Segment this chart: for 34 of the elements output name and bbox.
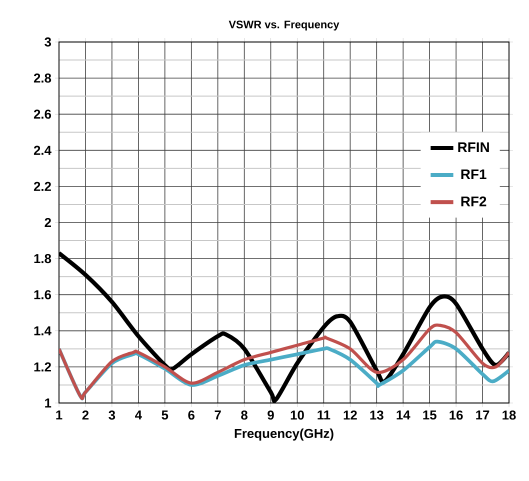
x-tick-label: 5 [162,410,168,420]
y-tick-label: 2.8 [34,74,52,83]
x-tick-label: 16 [450,410,463,420]
x-tick-label: 10 [290,410,304,420]
y-tick-label: 2.2 [34,182,51,191]
x-tick-label: 2 [82,410,89,420]
y-tick-label: 2.4 [34,146,52,155]
legend-label: RFIN [458,142,489,152]
y-tick-label: 2.6 [34,110,52,119]
x-tick-label: 8 [241,410,248,420]
y-tick-label: 1.4 [34,326,52,336]
x-tick-label: 7 [214,410,221,420]
y-tick-label: 1.2 [34,362,51,372]
x-tick-label: 3 [108,410,116,420]
y-tick-label: 1.6 [34,290,52,300]
y-tick-label: 2 [44,218,51,228]
x-tick-label: 13 [370,410,384,420]
x-tick-label: 11 [318,410,330,420]
y-tick-label: 3 [44,37,52,47]
x-tick-label: 18 [502,410,516,420]
x-tick-label: 1 [56,410,62,420]
x-tick-label: 6 [188,410,194,420]
x-axis-title: Frequency(GHz) [234,428,334,441]
x-tick-label: 4 [135,410,142,420]
legend-label: RF2 [461,196,486,206]
x-tick-label: 12 [344,410,357,420]
x-tick-label: 17 [476,410,490,420]
legend-label: RF1 [461,169,486,180]
y-tick-label: 1 [45,398,52,408]
x-tick-label: 9 [268,410,274,420]
x-tick-label: 14 [396,410,410,420]
x-tick-label: 15 [423,410,436,420]
y-tick-label: 1.8 [34,254,52,264]
chart-title: VSWR vs. Frequency [228,20,340,30]
